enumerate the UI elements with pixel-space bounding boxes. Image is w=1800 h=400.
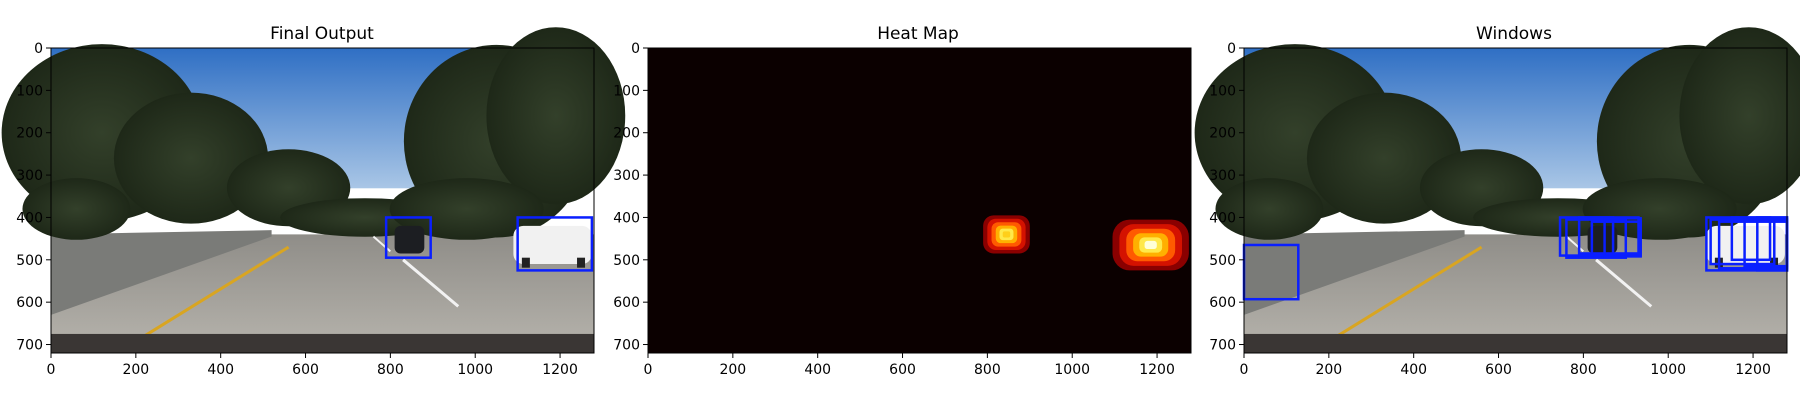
y-axis: 0 100 200 300 400 500 600 700: [613, 41, 648, 354]
x-tick-label: 1000: [457, 362, 493, 378]
y-tick-label: 500: [16, 253, 43, 269]
x-tick-label: 800: [377, 362, 404, 378]
bounding-box: [1730, 216, 1772, 262]
tree-foliage: [1582, 178, 1737, 240]
y-tick-label: 200: [613, 126, 640, 142]
y-tick-label: 600: [16, 295, 43, 311]
y-tick-label: 0: [34, 41, 43, 57]
axes-frame: [647, 47, 1192, 354]
y-tick-label: 700: [613, 338, 640, 354]
y-tick-label: 700: [16, 338, 43, 354]
y-tick-label: 100: [16, 83, 43, 99]
concrete-barrier: [51, 230, 272, 315]
panel-title: Heat Map: [877, 24, 959, 44]
x-tick-label: 1200: [1139, 362, 1175, 378]
tree-foliage: [22, 178, 131, 240]
x-tick-label: 600: [1485, 362, 1512, 378]
bounding-box: [516, 216, 594, 272]
road-photo: [1, 27, 626, 353]
x-tick-label: 0: [47, 362, 56, 378]
x-tick-label: 400: [1400, 362, 1427, 378]
y-tick-label: 400: [613, 210, 640, 226]
y-tick-label: 0: [631, 41, 640, 57]
x-axis: 0 200 400 600 800 1000 1200: [1240, 353, 1771, 378]
tire: [577, 257, 586, 268]
white-lane-line: [402, 258, 460, 308]
heat-background: [648, 48, 1191, 353]
heat-blob: [1144, 240, 1157, 250]
panel-title: Final Output: [270, 24, 374, 44]
car-hood: [1244, 333, 1787, 353]
y-tick-label: 500: [1209, 253, 1236, 269]
x-tick-label: 600: [292, 362, 319, 378]
white-car: [513, 225, 592, 265]
bounding-box: [384, 216, 432, 259]
axes-frame: [1243, 47, 1788, 354]
heat-blobs: [983, 215, 1189, 271]
final-output-panel: Final Output 0 200 400 600 800 1000 1200 0 100 2…: [1, 24, 626, 378]
y-tick-label: 600: [1209, 295, 1236, 311]
white-lane-line: [1595, 258, 1653, 308]
road-photo: [1194, 27, 1800, 353]
white-lane-line: [1565, 235, 1585, 253]
yellow-lane-line: [1336, 245, 1483, 338]
y-tick-label: 500: [613, 253, 640, 269]
x-tick-label: 1000: [1650, 362, 1686, 378]
x-tick-label: 200: [1315, 362, 1342, 378]
x-tick-label: 600: [889, 362, 916, 378]
y-tick-label: 100: [613, 83, 640, 99]
y-tick-label: 400: [16, 210, 43, 226]
black-car: [394, 225, 425, 254]
tree-foliage: [389, 178, 544, 240]
windows-panel: Windows 0 200 400 600 800 1000 1200 0 100 200 300…: [1194, 24, 1800, 378]
x-axis: 0 200 400 600 800 1000 1200: [644, 353, 1175, 378]
y-tick-label: 400: [1209, 210, 1236, 226]
y-axis: 0 100 200 300 400 500 600 700: [16, 41, 51, 354]
x-tick-label: 800: [974, 362, 1001, 378]
heat-map-panel: Heat Map 0 200 400 600 800 1000 1200 0 100 200 30…: [613, 24, 1192, 378]
tree-foliage: [486, 27, 626, 205]
white-lane-line: [372, 235, 392, 253]
x-tick-label: 400: [804, 362, 831, 378]
y-axis: 0 100 200 300 400 500 600 700: [1209, 41, 1244, 354]
x-axis: 0 200 400 600 800 1000 1200: [47, 353, 578, 378]
x-tick-label: 800: [1570, 362, 1597, 378]
bounding-box: [1603, 217, 1642, 258]
detection-boxes: [384, 216, 594, 272]
y-tick-label: 300: [1209, 168, 1236, 184]
tree-foliage: [1215, 178, 1324, 240]
y-tick-label: 300: [16, 168, 43, 184]
axes-frame: [50, 47, 595, 354]
y-tick-label: 100: [1209, 83, 1236, 99]
x-tick-label: 400: [207, 362, 234, 378]
y-tick-label: 200: [1209, 126, 1236, 142]
x-tick-label: 200: [719, 362, 746, 378]
heat-blob: [1002, 231, 1011, 238]
black-car: [1587, 225, 1618, 254]
heat-map-image: [648, 48, 1191, 353]
yellow-lane-line: [143, 245, 290, 338]
y-tick-label: 600: [613, 295, 640, 311]
y-tick-label: 300: [613, 168, 640, 184]
tree-foliage: [1679, 27, 1800, 205]
x-tick-label: 1200: [542, 362, 578, 378]
x-tick-label: 0: [644, 362, 653, 378]
car-hood: [51, 333, 594, 353]
x-tick-label: 0: [1240, 362, 1249, 378]
panel-title: Windows: [1476, 24, 1552, 44]
y-tick-label: 200: [16, 126, 43, 142]
bounding-box: [1709, 218, 1776, 266]
x-tick-label: 1000: [1054, 362, 1090, 378]
tire: [521, 257, 530, 268]
x-tick-label: 200: [122, 362, 149, 378]
y-tick-label: 0: [1227, 41, 1236, 57]
x-tick-label: 1200: [1735, 362, 1771, 378]
bounding-box: [1565, 218, 1628, 259]
y-tick-label: 700: [1209, 338, 1236, 354]
